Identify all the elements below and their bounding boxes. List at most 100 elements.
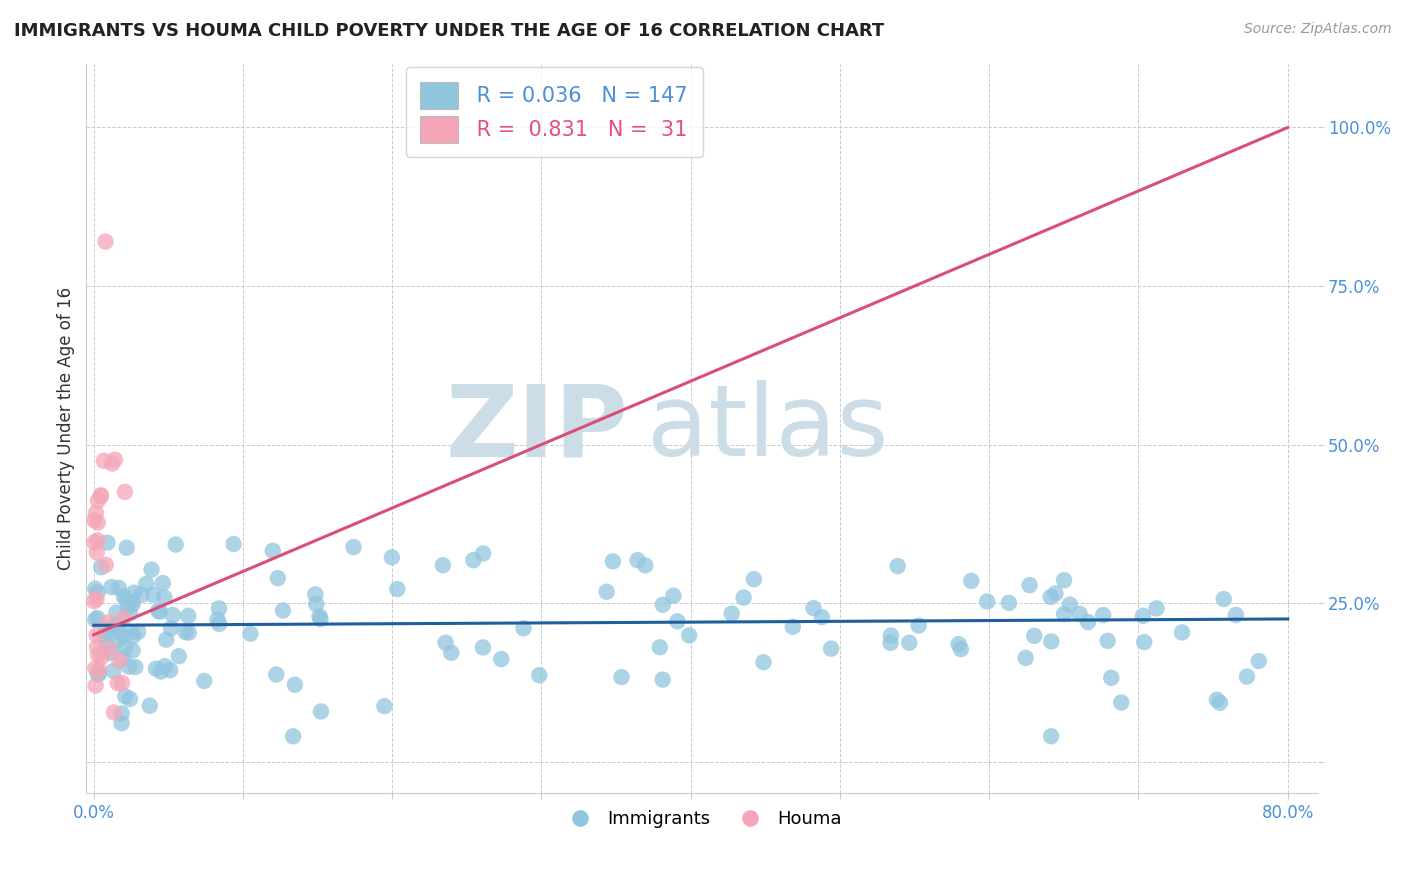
Point xyxy=(83,513,105,527)
Legend: Immigrants, Houma: Immigrants, Houma xyxy=(555,803,849,836)
Point xyxy=(94,235,117,249)
Point xyxy=(309,705,332,719)
Point xyxy=(84,679,107,693)
Point xyxy=(1109,696,1132,710)
Point xyxy=(107,633,129,648)
Point xyxy=(122,585,145,599)
Point xyxy=(1132,608,1154,623)
Point xyxy=(1053,607,1076,621)
Point xyxy=(90,488,112,502)
Point xyxy=(648,640,671,655)
Point xyxy=(121,643,143,657)
Point xyxy=(165,538,187,552)
Point xyxy=(124,660,146,674)
Point xyxy=(103,664,125,678)
Point xyxy=(121,625,143,640)
Point xyxy=(90,650,112,665)
Point xyxy=(1039,590,1062,604)
Point xyxy=(121,595,143,609)
Point xyxy=(111,706,134,721)
Point xyxy=(177,608,200,623)
Point xyxy=(742,572,765,586)
Point xyxy=(284,678,307,692)
Point xyxy=(112,590,135,604)
Point xyxy=(84,582,107,596)
Point xyxy=(90,560,112,574)
Point xyxy=(898,636,921,650)
Point xyxy=(1040,729,1063,743)
Point xyxy=(152,576,174,591)
Point xyxy=(463,553,485,567)
Point xyxy=(432,558,454,573)
Point xyxy=(114,690,136,704)
Point xyxy=(155,632,177,647)
Point xyxy=(122,629,145,643)
Point xyxy=(752,655,775,669)
Point xyxy=(820,641,842,656)
Point xyxy=(84,613,107,627)
Point xyxy=(1069,607,1091,621)
Point xyxy=(83,594,105,608)
Point xyxy=(112,611,135,625)
Point xyxy=(162,608,184,623)
Point xyxy=(153,659,176,673)
Text: IMMIGRANTS VS HOUMA CHILD POVERTY UNDER THE AGE OF 16 CORRELATION CHART: IMMIGRANTS VS HOUMA CHILD POVERTY UNDER … xyxy=(14,22,884,40)
Point xyxy=(634,558,657,573)
Point xyxy=(304,587,326,601)
Point xyxy=(1018,578,1040,592)
Point xyxy=(149,665,172,679)
Point xyxy=(121,597,143,611)
Point xyxy=(96,535,118,549)
Point xyxy=(86,611,108,625)
Point xyxy=(1205,692,1227,706)
Point xyxy=(678,628,700,642)
Point xyxy=(1097,633,1119,648)
Point xyxy=(1133,635,1156,649)
Point xyxy=(86,591,108,606)
Point xyxy=(86,640,108,655)
Point xyxy=(117,601,139,615)
Point xyxy=(114,485,136,500)
Point xyxy=(104,452,127,467)
Point xyxy=(115,592,138,607)
Point xyxy=(131,588,153,602)
Point xyxy=(239,626,262,640)
Point xyxy=(107,581,129,595)
Point xyxy=(271,603,294,617)
Point xyxy=(949,642,972,657)
Point xyxy=(879,636,901,650)
Point xyxy=(733,591,755,605)
Point xyxy=(86,545,108,559)
Point xyxy=(127,624,149,639)
Point xyxy=(149,605,172,619)
Point xyxy=(948,637,970,651)
Point xyxy=(998,596,1021,610)
Point xyxy=(207,613,229,627)
Point xyxy=(145,662,167,676)
Point xyxy=(138,698,160,713)
Point xyxy=(387,582,409,596)
Point xyxy=(96,637,118,651)
Point xyxy=(87,494,110,508)
Point xyxy=(434,635,457,649)
Point xyxy=(1053,574,1076,588)
Point xyxy=(97,615,120,630)
Point xyxy=(208,601,231,615)
Point xyxy=(281,729,304,743)
Point xyxy=(1077,615,1099,629)
Point xyxy=(111,676,134,690)
Point xyxy=(118,659,141,673)
Point xyxy=(1099,671,1122,685)
Point xyxy=(193,673,215,688)
Point xyxy=(94,558,117,572)
Point xyxy=(440,646,463,660)
Point xyxy=(803,601,825,615)
Point xyxy=(105,606,128,620)
Point xyxy=(159,663,181,677)
Point xyxy=(118,692,141,706)
Point xyxy=(115,541,138,555)
Point xyxy=(107,624,129,639)
Point xyxy=(98,646,121,660)
Point xyxy=(141,563,163,577)
Point xyxy=(86,533,108,548)
